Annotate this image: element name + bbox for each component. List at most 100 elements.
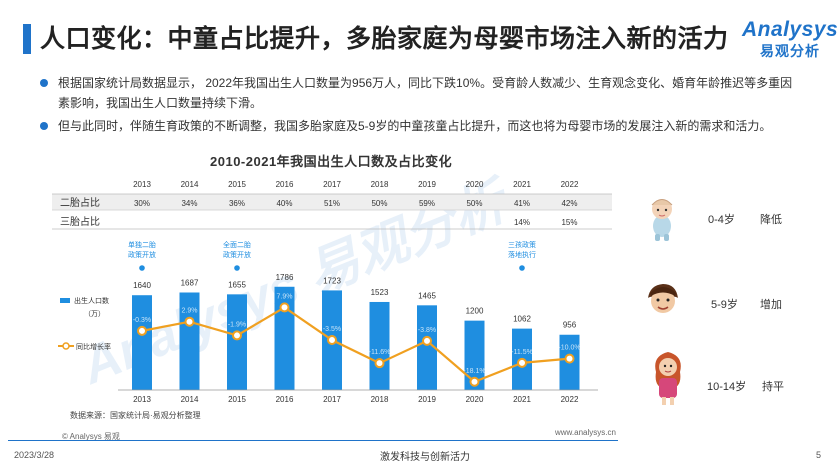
- policy-annotation: 落地执行: [508, 250, 536, 259]
- x-tick-label: 2016: [276, 395, 294, 404]
- bar-value-label: 1200: [466, 307, 484, 316]
- bullet-item: 根据国家统计局数据显示， 2022年我国出生人口数量为956万人，同比下跌10%…: [38, 73, 798, 113]
- bar: [369, 301, 390, 390]
- copyright-text: © Analysys 易观: [62, 432, 120, 441]
- x-tick-label: 2020: [466, 395, 484, 404]
- girl-icon: [655, 352, 681, 405]
- x-tick-label: 2018: [371, 395, 389, 404]
- line-point: [374, 358, 385, 369]
- table-cell: 34%: [181, 199, 197, 208]
- table-header-cell: 2017: [323, 180, 341, 189]
- line-value-label: -3.8%: [418, 327, 436, 334]
- line-point: [564, 353, 575, 364]
- x-tick-label: 2014: [181, 395, 199, 404]
- line-value-label: -18.1%: [463, 368, 485, 375]
- table-row-bg: [52, 194, 612, 210]
- line-value-label: -1.9%: [228, 321, 246, 328]
- bar: [179, 292, 200, 390]
- table-header-cell: 2020: [466, 180, 484, 189]
- bullet-text: 根据国家统计局数据显示， 2022年我国出生人口数量为956万人，同比下跌10%…: [58, 76, 793, 110]
- annotation-dot: [234, 265, 240, 271]
- trend-5-9: 增加: [760, 299, 782, 311]
- site-url: www.analysys.cn: [555, 428, 616, 437]
- bullet-text: 但与此同时，伴随生育政策的不断调整，我国多胎家庭及5-9岁的中童孩童占比提升，而…: [58, 119, 772, 133]
- bar-value-label: 1687: [181, 278, 199, 287]
- bar: [464, 320, 485, 390]
- line-point: [279, 302, 290, 313]
- x-tick-label: 2017: [323, 395, 341, 404]
- x-tick-label: 2022: [561, 395, 579, 404]
- table-cell: 41%: [514, 199, 530, 208]
- policy-annotation: 政策开放: [128, 250, 156, 259]
- bullet-dot-icon: [40, 122, 48, 130]
- table-cell: 14%: [514, 218, 530, 227]
- table-header-cell: 2014: [181, 180, 199, 189]
- table-cell: 36%: [229, 199, 245, 208]
- line-value-label: 7.9%: [277, 293, 293, 300]
- chart-title: 2010-2021年我国出生人口数及占比变化: [210, 154, 453, 169]
- x-tick-label: 2013: [133, 395, 151, 404]
- policy-annotation: 政策开放: [223, 250, 251, 259]
- table-cell: 15%: [561, 218, 577, 227]
- annotation-dot: [139, 265, 145, 271]
- bullet-item: 但与此同时，伴随生育政策的不断调整，我国多胎家庭及5-9岁的中童孩童占比提升，而…: [38, 116, 798, 136]
- line-point: [327, 335, 337, 346]
- table-row-label: 二胎占比: [60, 196, 100, 209]
- summary-bullets: 根据国家统计局数据显示， 2022年我国出生人口数量为956万人，同比下跌10%…: [38, 73, 798, 139]
- footer-rule: [8, 440, 618, 441]
- table-header-cell: 2018: [371, 180, 389, 189]
- line-value-label: -11.6%: [369, 349, 391, 356]
- table-cell: 50%: [466, 199, 482, 208]
- bar: [227, 294, 247, 390]
- table-cell: 59%: [419, 199, 435, 208]
- page-title: 人口变化：中童占比提升，多胎家庭为母婴市场注入新的活力: [40, 25, 729, 53]
- line-point: [184, 316, 195, 327]
- line-point: [469, 376, 480, 387]
- trend-0-4: 降低: [760, 214, 782, 226]
- bar-value-label: 1655: [228, 280, 246, 289]
- line-point: [422, 335, 432, 346]
- bar-value-label: 1523: [371, 288, 389, 297]
- logo-wordmark: Analysys: [742, 18, 839, 41]
- title-accent-bar: [23, 24, 31, 54]
- legend-bar-swatch: [60, 298, 70, 303]
- brand-logo: Analysys 易观分析: [738, 18, 838, 59]
- age-group-10-14: 10-14岁: [707, 381, 747, 393]
- line-value-label: -0.3%: [133, 317, 151, 324]
- table-cell: 30%: [134, 199, 150, 208]
- line-value-label: 2.9%: [182, 308, 198, 315]
- bar: [417, 305, 437, 390]
- boy-icon: [648, 284, 678, 313]
- age-group-5-9: 5-9岁: [711, 299, 738, 311]
- bar: [132, 295, 152, 390]
- footer-date: 2023/3/28: [14, 450, 55, 460]
- x-tick-label: 2019: [418, 395, 436, 404]
- table-header-cell: 2015: [228, 180, 246, 189]
- trend-10-14: 持平: [762, 381, 784, 393]
- table-cell: 42%: [561, 199, 577, 208]
- policy-annotation: 单独二胎: [128, 240, 156, 249]
- line-point: [137, 325, 147, 336]
- bar-value-label: 956: [563, 321, 577, 330]
- source-note: 数据来源：国家统计局·易观分析整理: [70, 411, 201, 420]
- bar-value-label: 1465: [418, 291, 436, 300]
- table-header-cell: 2021: [513, 180, 531, 189]
- legend-bar-unit: （万）: [84, 310, 105, 318]
- table-header-cell: 2016: [276, 180, 294, 189]
- x-tick-label: 2021: [513, 395, 531, 404]
- logo-subtitle: 易观分析: [760, 43, 820, 59]
- bar-value-label: 1786: [276, 273, 294, 282]
- table-row-label: 三胎占比: [60, 215, 100, 228]
- annotation-dot: [519, 265, 525, 271]
- table-header-cell: 2019: [418, 180, 436, 189]
- table-header-cell: 2022: [561, 180, 579, 189]
- bar-value-label: 1723: [323, 276, 341, 285]
- legend-bar-label: 出生人口数: [74, 296, 109, 305]
- line-value-label: -11.5%: [511, 349, 533, 356]
- line-value-label: -10.0%: [558, 345, 580, 352]
- table-cell: 40%: [276, 199, 292, 208]
- table-cell: 51%: [324, 199, 340, 208]
- bar: [274, 286, 295, 390]
